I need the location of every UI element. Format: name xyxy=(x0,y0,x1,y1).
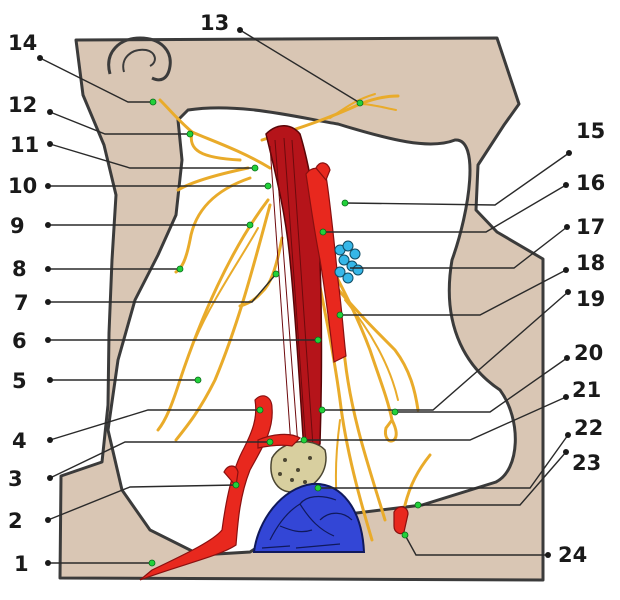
label-11: 11 xyxy=(10,133,39,157)
label-10: 10 xyxy=(8,174,37,198)
label-15: 15 xyxy=(576,119,605,143)
label-19: 19 xyxy=(576,287,605,311)
label-23: 23 xyxy=(572,451,601,475)
label-14: 14 xyxy=(8,31,37,55)
leader-lines xyxy=(39,29,570,564)
label-7: 7 xyxy=(14,291,29,315)
carotid-artery xyxy=(305,162,347,363)
label-17: 17 xyxy=(576,215,605,239)
label-18: 18 xyxy=(576,251,605,275)
gland xyxy=(252,482,366,553)
label-4: 4 xyxy=(12,429,27,453)
target-markers xyxy=(148,98,422,567)
leader-end-dots xyxy=(37,27,572,566)
label-24: 24 xyxy=(558,543,587,567)
label-2: 2 xyxy=(8,509,23,533)
lymph-node-cluster xyxy=(334,240,364,284)
label-8: 8 xyxy=(12,257,27,281)
label-12: 12 xyxy=(8,93,37,117)
label-13: 13 xyxy=(200,11,229,35)
label-9: 9 xyxy=(10,214,25,238)
label-5: 5 xyxy=(12,369,27,393)
label-6: 6 xyxy=(12,329,27,353)
ear xyxy=(107,36,172,82)
label-22: 22 xyxy=(574,416,603,440)
number-labels: 1 2 3 4 5 6 7 8 9 10 11 12 13 14 15 16 1… xyxy=(8,11,605,576)
sternocleidomastoid-muscle xyxy=(265,125,327,493)
label-16: 16 xyxy=(576,171,605,195)
label-20: 20 xyxy=(574,341,603,365)
label-3: 3 xyxy=(8,467,23,491)
label-21: 21 xyxy=(572,378,601,402)
label-1: 1 xyxy=(14,552,29,576)
